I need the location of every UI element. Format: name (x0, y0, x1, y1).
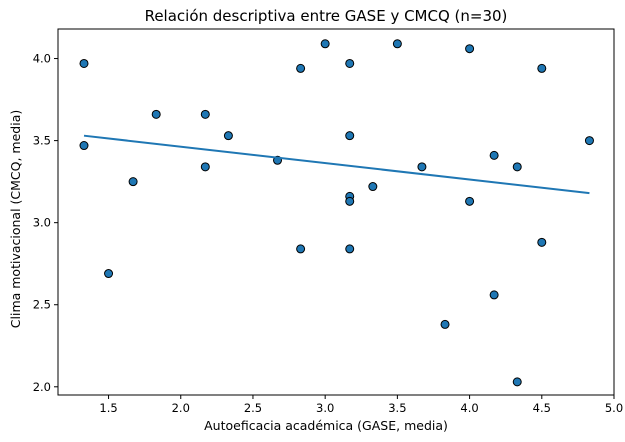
data-point (368, 182, 378, 192)
data-point (345, 244, 355, 254)
x-tick-label: 2.0 (172, 401, 190, 415)
data-point (223, 131, 233, 141)
y-tick-label: 3.5 (33, 134, 51, 148)
data-point (345, 196, 355, 206)
x-tick-label: 3.0 (316, 401, 334, 415)
data-point (200, 162, 210, 172)
data-point (417, 162, 427, 172)
x-tick-label: 4.5 (533, 401, 551, 415)
data-point (440, 319, 450, 329)
data-point (79, 58, 89, 68)
data-point (104, 269, 114, 279)
x-axis-label: Autoeficacia académica (GASE, media) (204, 418, 448, 433)
x-tick-label: 2.5 (244, 401, 262, 415)
data-point (537, 237, 547, 247)
chart-title: Relación descriptiva entre GASE y CMCQ (… (145, 7, 508, 25)
y-tick-label: 2.0 (33, 380, 51, 394)
data-point (537, 63, 547, 73)
data-point (345, 131, 355, 141)
data-point (489, 290, 499, 300)
trend-line (83, 134, 590, 195)
x-tick-label: 1.5 (99, 401, 117, 415)
data-point (584, 136, 594, 146)
y-tick-label: 2.5 (33, 298, 51, 312)
plot-area: 1.5 2.0 2.5 3.0 3.5 4.0 4.5 5.0 2.0 2.5 3.0 3.5 4.0 (33, 28, 623, 415)
y-tick-label: 3.0 (33, 216, 51, 230)
y-tick-label: 4.0 (33, 52, 51, 66)
data-point (345, 58, 355, 68)
data-point (465, 44, 475, 54)
data-point (296, 244, 306, 254)
y-axis-label: Clima motivacional (CMCQ, media) (8, 110, 23, 328)
x-tick-label: 5.0 (605, 401, 623, 415)
data-point (512, 162, 522, 172)
data-point (200, 109, 210, 119)
data-point (465, 196, 475, 206)
x-tick-label: 4.0 (460, 401, 478, 415)
data-point (128, 177, 138, 187)
data-point (79, 141, 89, 151)
x-tick-label: 3.5 (388, 401, 406, 415)
data-point (392, 39, 402, 49)
data-point (296, 63, 306, 73)
plot-frame (57, 28, 615, 396)
data-point (320, 39, 330, 49)
data-point (489, 150, 499, 160)
data-point (512, 377, 522, 387)
data-point (151, 109, 161, 119)
